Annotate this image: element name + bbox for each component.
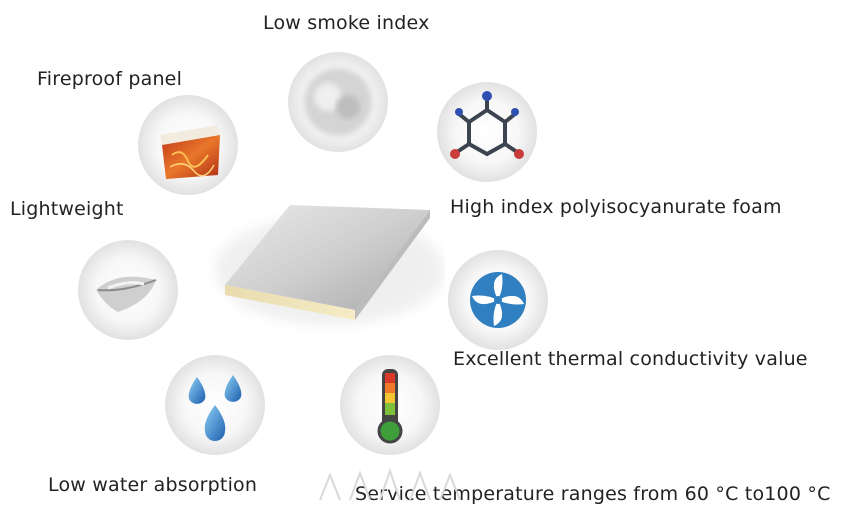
water-drops-icon (165, 355, 265, 455)
smoke-icon (288, 52, 388, 152)
fireproof-label: Fireproof panel (37, 68, 183, 90)
polyisocyanurate-label: High index polyisocyanurate foam (450, 196, 782, 218)
watermark-logo (300, 465, 500, 505)
thermal-label: Excellent thermal conductivity value (453, 348, 808, 370)
fire-panel-icon (138, 95, 238, 195)
feather-icon (78, 240, 178, 340)
insulated-panel-icon (205, 185, 445, 335)
fan-icon (448, 250, 548, 350)
temperature-label: Service temperature ranges from 60 °C to… (355, 483, 831, 505)
lightweight-label: Lightweight (10, 198, 124, 220)
low-smoke-label: Low smoke index (263, 12, 430, 34)
water-label: Low water absorption (48, 474, 258, 496)
molecule-icon (437, 82, 537, 182)
thermometer-icon (340, 355, 440, 455)
